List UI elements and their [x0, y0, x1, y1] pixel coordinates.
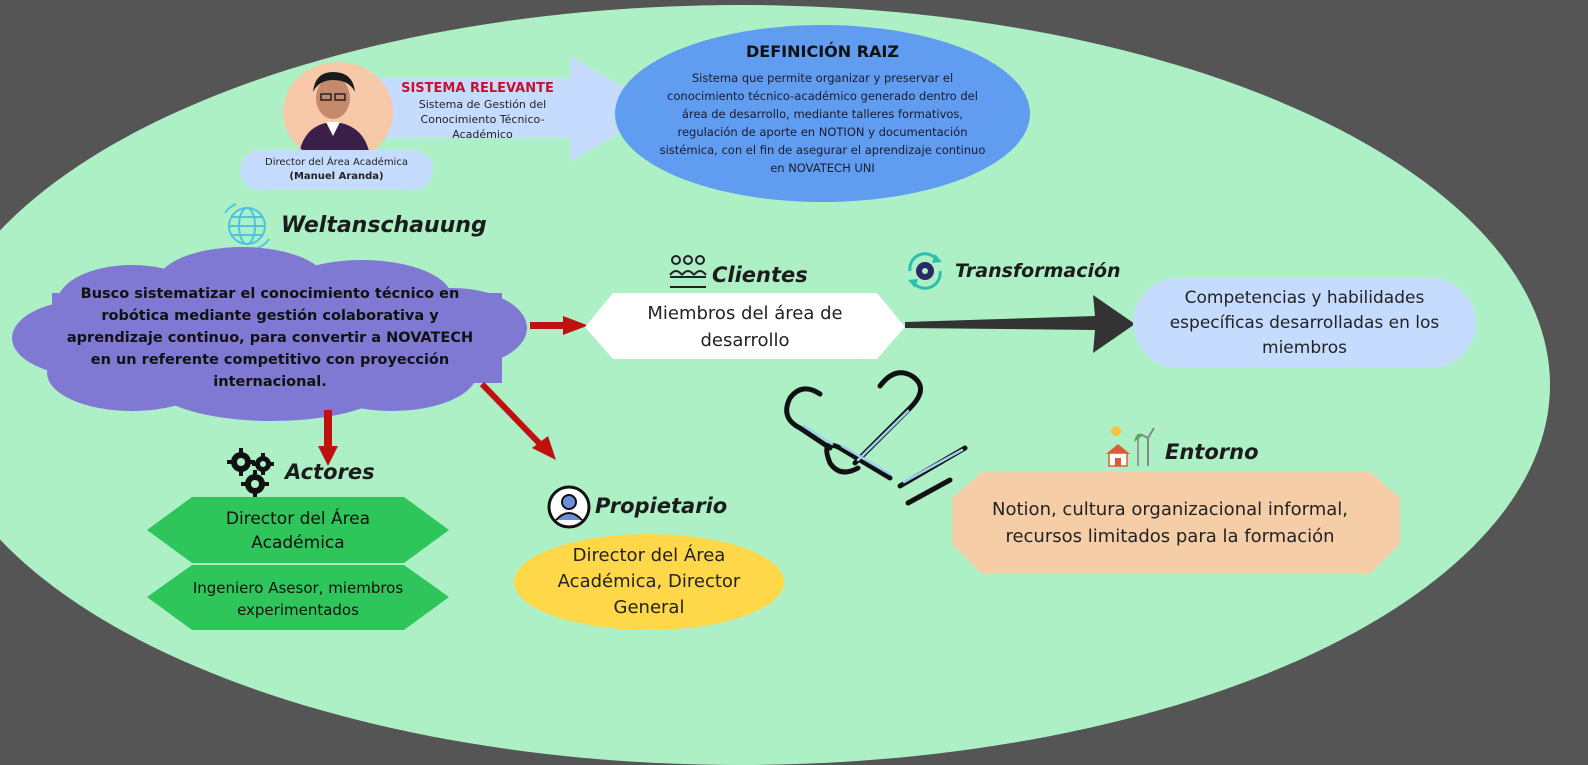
gear-refresh-icon [908, 252, 942, 290]
definicion-raiz-text: Sistema que permite organizar y preserva… [659, 71, 986, 175]
clientes-title: Clientes [712, 263, 808, 287]
director-label: Director del Área Académica (Manuel Aran… [240, 150, 433, 190]
definicion-raiz-ellipse: DEFINICIÓN RAIZ Sistema que permite orga… [615, 25, 1030, 202]
globe-icon [224, 203, 270, 249]
definicion-raiz-title: DEFINICIÓN RAIZ [746, 42, 899, 61]
sistema-relevante-title: SISTEMA RELEVANTE [401, 80, 554, 96]
director-role: Director del Área Académica [265, 157, 408, 168]
propietario-text: Director del Área Académica, Director Ge… [514, 534, 784, 630]
group-people-icon [669, 255, 707, 288]
wind-icon [784, 370, 968, 506]
clientes-text: Miembros del área de desarrollo [647, 303, 843, 351]
weltanschauung-text: Busco sistematizar el conocimiento técni… [66, 285, 474, 390]
actor-item-1: Director del Área Académica [225, 509, 371, 553]
transformacion-text: Competencias y habilidades específicas d… [1133, 278, 1476, 368]
arrow-to-actores [324, 410, 332, 448]
red-arrows [318, 316, 588, 466]
clientes-hexagon [585, 293, 905, 359]
propietario-title: Propietario [595, 494, 728, 518]
transformation-arrow [905, 295, 1135, 353]
entorno-text: Notion, cultura organizacional informal,… [992, 499, 1348, 547]
actor-item-2: Ingeniero Asesor, miembros experimentado… [192, 579, 404, 619]
actores-hexagons [147, 497, 449, 630]
weltanschauung-title: Weltanschauung [281, 213, 487, 238]
house-windmill-icon [1106, 426, 1155, 467]
gears-icon [227, 448, 274, 498]
entorno-shape [952, 472, 1400, 574]
weltanschauung-cloud [12, 247, 527, 421]
sistema-relevante-arrow [370, 56, 660, 162]
transformacion-title: Transformación [955, 260, 1121, 282]
user-circle-icon [547, 485, 591, 529]
arrow-to-clientes [530, 322, 565, 329]
sistema-relevante-description: Sistema de Gestión del Conocimiento Técn… [418, 97, 547, 141]
actores-title: Actores [285, 460, 375, 484]
arrow-to-propietario [479, 381, 543, 447]
entorno-title: Entorno [1165, 440, 1259, 464]
director-name: (Manuel Aranda) [289, 171, 384, 182]
